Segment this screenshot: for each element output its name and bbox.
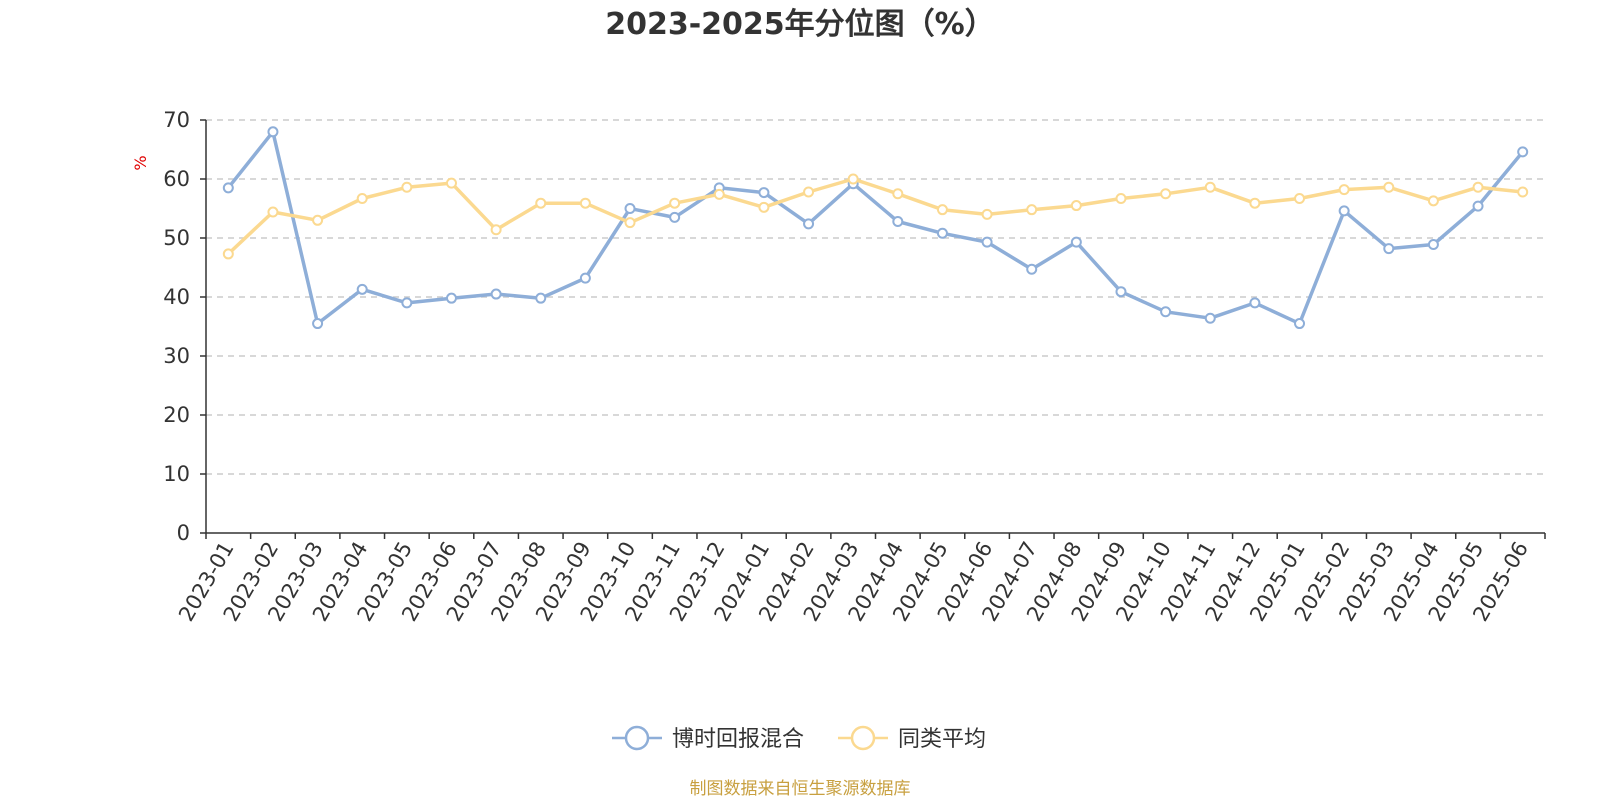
data-point — [312, 318, 324, 330]
data-point — [669, 211, 681, 223]
data-point — [445, 292, 457, 304]
data-point — [981, 208, 993, 220]
y-tick-label: 40 — [163, 285, 190, 309]
data-point — [936, 227, 948, 239]
y-tick-label: 50 — [163, 226, 190, 250]
source-note: 制图数据来自恒生聚源数据库 — [690, 779, 911, 799]
data-point — [1026, 204, 1038, 216]
data-point — [1294, 192, 1306, 204]
data-point — [1383, 181, 1395, 193]
data-point — [892, 215, 904, 227]
y-tick-label: 30 — [163, 344, 190, 368]
data-point — [758, 187, 770, 199]
data-point — [1383, 243, 1395, 255]
data-point — [579, 197, 591, 209]
data-point — [1338, 205, 1350, 217]
series-lines — [222, 126, 1529, 330]
chart-title: 2023-2025年分位图（%） — [605, 7, 995, 42]
y-tick-label: 10 — [163, 462, 190, 486]
data-point — [1070, 200, 1082, 212]
data-point — [1472, 200, 1484, 212]
data-point — [222, 248, 234, 260]
data-point — [1115, 192, 1127, 204]
y-tick-label: 0 — [177, 521, 190, 545]
series-line-2 — [227, 177, 1523, 256]
data-point — [1249, 297, 1261, 309]
data-point — [222, 182, 234, 194]
data-point — [847, 173, 859, 185]
data-point — [1204, 312, 1216, 324]
data-point — [803, 186, 815, 198]
data-point — [669, 197, 681, 209]
data-point — [713, 188, 725, 200]
y-axis-unit-label: % — [131, 155, 150, 170]
data-point — [401, 181, 413, 193]
y-tick-label: 70 — [163, 108, 190, 132]
data-point — [267, 126, 279, 138]
legend-marker-2 — [850, 725, 876, 751]
data-point — [445, 177, 457, 189]
data-point — [356, 192, 368, 204]
data-point — [490, 224, 502, 236]
data-point — [1517, 146, 1529, 158]
data-point — [1115, 286, 1127, 298]
data-point — [1249, 197, 1261, 209]
data-point — [1427, 238, 1439, 250]
data-point — [758, 201, 770, 213]
grid-lines — [206, 119, 1545, 475]
data-point — [490, 288, 502, 300]
data-point — [1472, 181, 1484, 193]
legend-label-2: 同类平均 — [898, 727, 986, 752]
data-point — [535, 197, 547, 209]
data-point — [1427, 195, 1439, 207]
y-tick-label: 60 — [163, 167, 190, 191]
data-point — [312, 214, 324, 226]
data-point — [535, 292, 547, 304]
data-point — [579, 272, 591, 284]
data-point — [1517, 186, 1529, 198]
data-point — [267, 206, 279, 218]
series-line-1 — [226, 130, 1525, 326]
data-point — [1026, 263, 1038, 275]
data-point — [1070, 236, 1082, 248]
data-point — [1204, 181, 1216, 193]
data-point — [1160, 306, 1172, 318]
legend-label-1: 博时回报混合 — [672, 727, 804, 752]
data-point — [1160, 188, 1172, 200]
data-point — [624, 217, 636, 229]
data-point — [892, 188, 904, 200]
data-point — [803, 218, 815, 230]
data-point — [1338, 184, 1350, 196]
data-point — [936, 204, 948, 216]
data-point — [401, 297, 413, 309]
data-point — [624, 203, 636, 214]
legend: 博时回报混合 同类平均 — [612, 725, 986, 752]
data-point — [356, 283, 368, 295]
data-point — [981, 236, 993, 248]
data-point — [1294, 318, 1306, 330]
legend-marker-1 — [624, 725, 650, 751]
y-tick-label: 20 — [163, 403, 190, 427]
